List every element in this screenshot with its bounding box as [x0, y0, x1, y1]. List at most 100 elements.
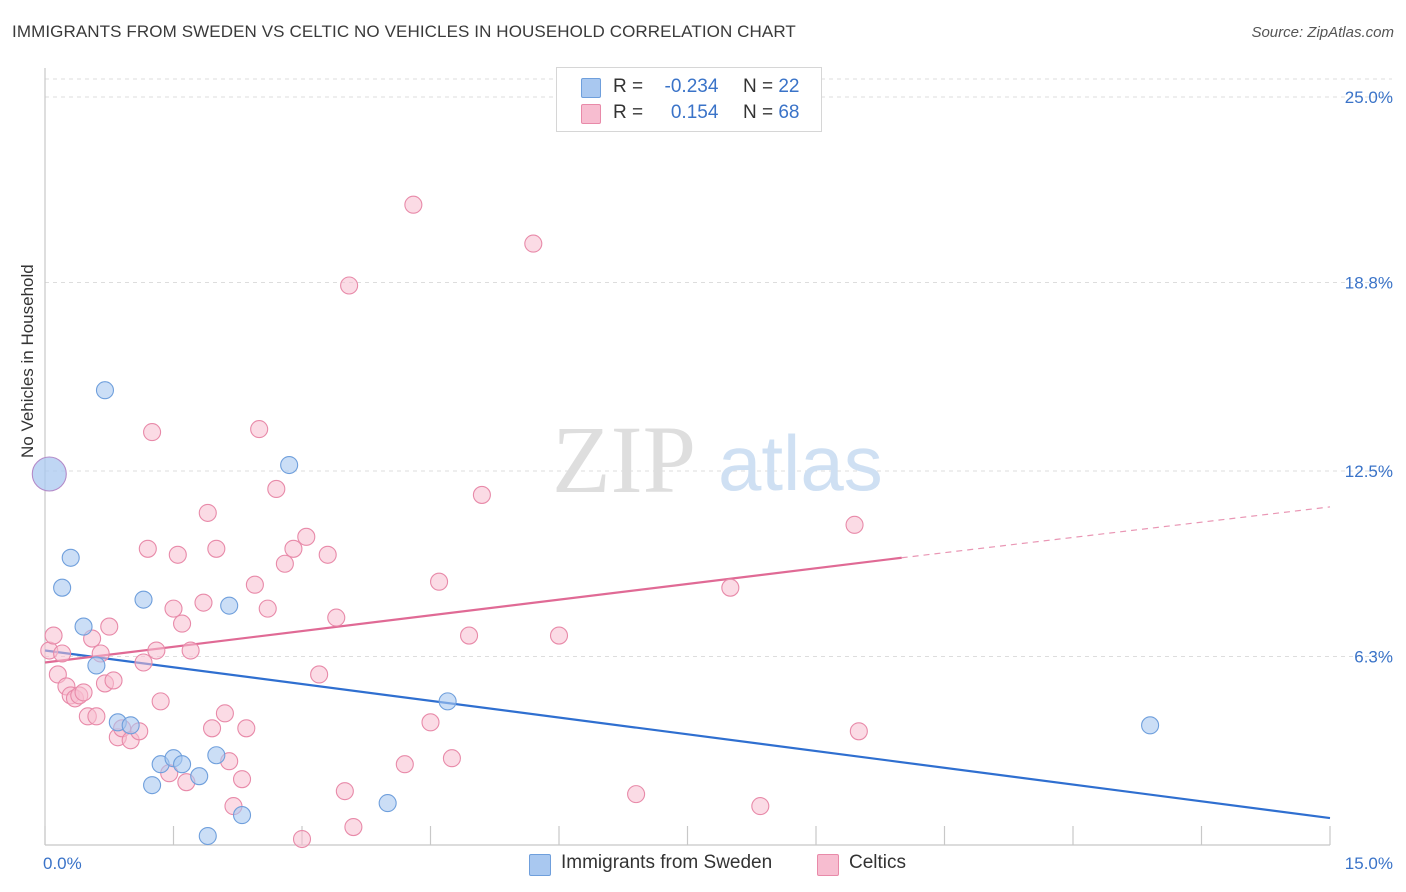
data-point-celtics	[237, 719, 256, 738]
data-point-celtics	[849, 722, 868, 741]
data-point-sweden	[198, 826, 217, 846]
data-point-celtics	[250, 420, 269, 439]
data-point-sweden	[74, 617, 93, 636]
data-point-celtics	[335, 782, 354, 801]
data-point-celtics	[207, 539, 226, 558]
data-point-sweden	[53, 578, 72, 597]
data-point-sweden	[378, 794, 397, 813]
correlation-legend: R = -0.234 N = 22 R = 0.154 N = 68	[556, 67, 822, 132]
data-point-celtics	[104, 671, 123, 690]
data-point-celtics	[459, 626, 479, 645]
data-point-celtics	[284, 539, 303, 558]
data-point-celtics	[181, 641, 200, 660]
data-point-celtics	[751, 797, 770, 816]
legend-n-value: 22	[778, 76, 800, 97]
data-point-celtics	[442, 749, 461, 768]
data-point-celtics	[845, 515, 864, 534]
data-point-celtics	[173, 614, 192, 633]
data-point-celtics	[143, 423, 162, 442]
data-point-celtics	[168, 545, 187, 564]
data-point-celtics	[198, 503, 217, 522]
data-point-celtics	[472, 485, 491, 504]
data-point-celtics	[421, 713, 440, 732]
data-point-celtics	[74, 683, 93, 702]
data-point-celtics	[404, 195, 423, 214]
data-point-celtics	[340, 276, 359, 295]
data-point-celtics	[318, 545, 337, 564]
legend-r-label: R =	[613, 102, 644, 123]
source-credit: Source: ZipAtlas.com	[1251, 24, 1394, 41]
data-point-celtics	[245, 575, 264, 594]
y-tick-label: 6.3%	[1354, 648, 1393, 667]
data-point-sweden	[143, 776, 162, 795]
y-tick-label: 12.5%	[1345, 462, 1393, 481]
data-point-celtics	[549, 626, 569, 645]
y-axis-label: No Vehicles in Household	[18, 264, 37, 458]
data-point-sweden	[31, 456, 67, 492]
data-point-celtics	[721, 578, 740, 597]
legend-swatch-sweden	[581, 78, 601, 98]
data-point-sweden	[438, 692, 457, 711]
data-point-celtics	[53, 644, 72, 663]
data-point-celtics	[44, 626, 63, 645]
data-point-celtics	[524, 234, 543, 253]
data-point-celtics	[203, 719, 222, 738]
data-point-sweden	[87, 656, 106, 675]
data-point-celtics	[138, 539, 157, 558]
data-point-celtics	[297, 527, 316, 546]
legend-n-label: N =	[742, 76, 774, 97]
tick-labels: 6.3% 12.5% 18.8% 25.0% 0.0% 15.0%	[43, 88, 1393, 873]
legend-r-value: 0.154	[670, 102, 719, 123]
data-point-celtics	[310, 665, 329, 684]
series-celtics-points	[40, 195, 868, 849]
bottom-legend-label-celtics: Celtics	[849, 852, 907, 873]
data-point-celtics	[627, 785, 646, 804]
data-point-celtics	[258, 599, 277, 618]
data-point-sweden	[61, 548, 80, 567]
data-point-celtics	[151, 692, 170, 711]
watermark: ZIP atlas	[552, 406, 883, 513]
data-point-celtics	[430, 572, 449, 591]
data-point-celtics	[267, 479, 286, 499]
data-point-celtics	[147, 641, 166, 660]
x-tick-label: 15.0%	[1345, 854, 1393, 873]
data-point-celtics	[134, 653, 153, 672]
data-point-celtics	[87, 707, 106, 726]
trend-line-celtics-extension	[901, 506, 1331, 559]
data-point-celtics	[194, 593, 213, 612]
y-tick-label: 18.8%	[1345, 274, 1393, 293]
data-point-sweden	[1141, 716, 1160, 735]
data-point-sweden	[95, 381, 115, 400]
data-point-celtics	[344, 817, 363, 837]
series-sweden-points	[31, 381, 1160, 846]
legend-r-label: R =	[613, 76, 644, 97]
data-point-sweden	[207, 746, 226, 765]
bottom-legend-label-sweden: Immigrants from Sweden	[561, 852, 773, 873]
legend-n-label: N =	[742, 102, 774, 123]
data-point-sweden	[173, 755, 192, 774]
data-point-sweden	[280, 455, 299, 475]
data-point-sweden	[121, 716, 140, 735]
data-point-celtics	[164, 599, 183, 618]
bottom-legend-swatch-celtics	[817, 854, 839, 876]
data-point-sweden	[232, 806, 252, 825]
x-tick-label: 0.0%	[43, 854, 82, 873]
data-point-sweden	[220, 596, 239, 615]
legend-swatch-celtics	[581, 104, 601, 124]
data-point-sweden	[190, 767, 209, 786]
data-point-celtics	[275, 554, 294, 573]
axes	[44, 68, 1331, 846]
legend-r-value: -0.234	[664, 76, 719, 97]
legend-n-value: 68	[778, 102, 800, 123]
data-point-celtics	[232, 770, 252, 789]
data-point-celtics	[327, 608, 346, 627]
watermark-zip: ZIP	[552, 406, 696, 513]
trend-line-sweden	[44, 649, 1331, 820]
watermark-atlas: atlas	[718, 419, 883, 507]
data-point-celtics	[395, 755, 414, 774]
y-tick-label: 25.0%	[1345, 88, 1393, 107]
data-point-celtics	[215, 704, 234, 723]
grid-lines	[45, 78, 1392, 658]
bottom-legend-swatch-sweden	[529, 854, 551, 876]
